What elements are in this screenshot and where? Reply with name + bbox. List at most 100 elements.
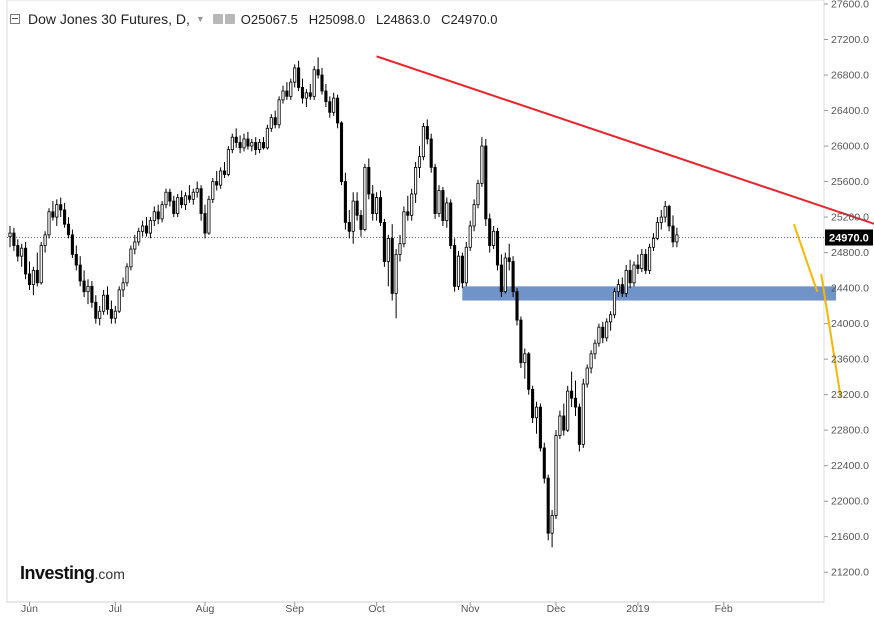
- candle-body: [82, 280, 86, 293]
- candle: [195, 181, 199, 198]
- candle: [265, 124, 269, 150]
- candle-body: [573, 397, 578, 408]
- candle-body: [378, 197, 383, 223]
- candle: [277, 96, 281, 129]
- candle-body: [125, 266, 129, 284]
- collapse-icon[interactable]: [10, 14, 20, 24]
- candle-body: [160, 204, 164, 220]
- x-tick-label: Jul: [109, 603, 122, 615]
- candle: [398, 234, 402, 262]
- y-tick-label: 22800.0: [831, 425, 869, 437]
- candle: [242, 133, 246, 152]
- candle-body: [78, 264, 82, 282]
- candle-body: [437, 190, 441, 214]
- candle: [328, 96, 332, 118]
- candle-body: [460, 255, 464, 284]
- candle: [117, 286, 121, 313]
- forecast-arrow: [820, 273, 842, 398]
- candle-body: [215, 181, 219, 186]
- candle: [675, 227, 679, 248]
- candle: [386, 234, 390, 287]
- candle-body: [359, 214, 363, 230]
- candle: [8, 225, 12, 248]
- candle-body: [464, 246, 468, 284]
- candle-body: [183, 195, 188, 206]
- candle: [581, 378, 585, 448]
- candle-body: [203, 213, 207, 234]
- candle-body: [558, 415, 562, 436]
- candle: [445, 197, 449, 228]
- candle: [421, 122, 425, 161]
- candle-body: [312, 69, 316, 97]
- candle: [137, 227, 141, 246]
- candle-body: [113, 310, 117, 319]
- candle-body: [402, 211, 406, 245]
- high-key: H: [308, 11, 319, 27]
- close-key: C: [441, 11, 451, 27]
- candle-body: [480, 145, 484, 184]
- candle: [109, 300, 113, 324]
- x-tick-label: Aug: [196, 603, 215, 615]
- candle: [503, 252, 507, 294]
- candle-body: [488, 218, 492, 246]
- candle-body: [320, 74, 324, 92]
- x-tick-label: Jun: [21, 603, 38, 615]
- candle: [250, 138, 254, 152]
- candle-body: [141, 225, 145, 232]
- close-value: 24970.0: [450, 11, 498, 27]
- candle-body: [133, 241, 137, 250]
- candle: [78, 256, 82, 287]
- candle-body: [293, 67, 297, 83]
- candles-layer: [8, 57, 679, 548]
- candle: [39, 241, 43, 285]
- candle-body: [421, 126, 425, 158]
- y-tick-label: 23200.0: [831, 389, 869, 401]
- eye-icon[interactable]: [212, 14, 223, 24]
- candle: [312, 66, 316, 100]
- candle-body: [238, 142, 242, 149]
- candle: [66, 217, 71, 239]
- y-tick-label: 24000.0: [831, 318, 869, 330]
- candle: [390, 224, 394, 301]
- candle: [133, 234, 137, 255]
- candle-body: [636, 264, 640, 269]
- candle-body: [659, 216, 663, 223]
- gear-icon[interactable]: [224, 14, 235, 24]
- candle: [156, 204, 160, 225]
- candle-body: [655, 222, 659, 239]
- candle: [289, 78, 293, 100]
- x-tick-label: Feb: [715, 603, 733, 615]
- candle-body: [12, 232, 16, 246]
- candle-body: [433, 166, 437, 214]
- candle-body: [453, 245, 457, 287]
- candle-body: [597, 326, 601, 344]
- candle: [511, 256, 515, 297]
- candle: [601, 321, 605, 344]
- price-axis: 27600.0 27200.0 26800.0 26400.0 26000.0 25600…: [824, 0, 873, 579]
- y-tick-label: 26400.0: [831, 105, 869, 117]
- candle-body: [546, 477, 550, 534]
- candle-body: [386, 237, 390, 262]
- candle: [144, 217, 149, 237]
- candle-body: [289, 81, 293, 97]
- candle-body: [417, 156, 422, 168]
- candle-body: [254, 142, 258, 151]
- candle: [269, 114, 273, 132]
- candle-body: [449, 202, 453, 246]
- candle-body: [601, 326, 605, 339]
- candle-body: [102, 294, 106, 312]
- candle: [640, 249, 644, 273]
- candle: [644, 249, 648, 274]
- candle: [20, 243, 24, 267]
- candle: [339, 121, 344, 186]
- candle: [441, 186, 445, 226]
- candle-body: [273, 117, 277, 126]
- candle: [480, 137, 484, 187]
- candle: [183, 192, 188, 210]
- candle-body: [180, 197, 184, 206]
- candle-body: [156, 211, 160, 220]
- chevron-down-icon[interactable]: ▼: [195, 14, 205, 24]
- candle-body: [612, 291, 617, 316]
- candle-body: [43, 234, 47, 246]
